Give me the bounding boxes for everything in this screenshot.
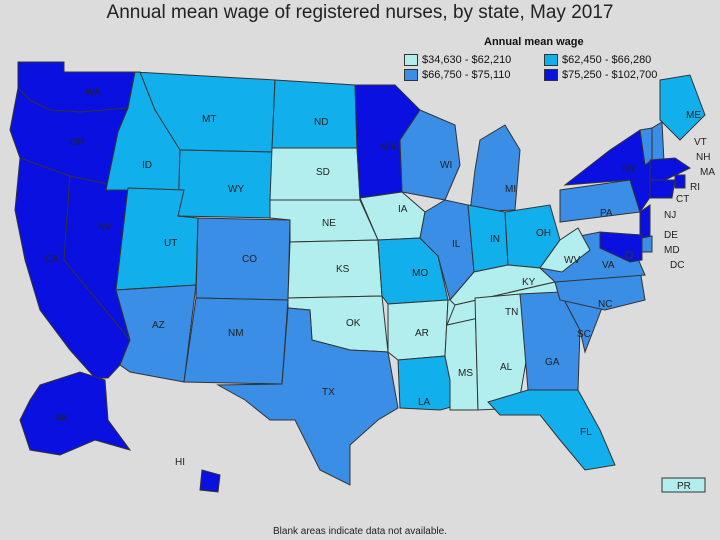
state-me [659,74,706,141]
state-label-id: ID [142,160,152,171]
state-in [467,204,509,273]
state-label-sd: SD [316,167,330,178]
state-label-ca: CA [45,254,59,265]
state-label-ak: AK [55,413,69,424]
state-fl [487,389,616,471]
state-label-mi: MI [505,184,516,195]
state-label-nv: NV [98,222,112,233]
legend-swatch [404,69,418,81]
state-label-va: VA [602,260,615,271]
state-az [115,284,197,383]
state-label-sc: SC [577,329,591,340]
state-label-ma: MA [700,167,715,178]
state-pr [661,477,706,493]
state-label-wa: WA [85,87,101,98]
state-label-mn: MN [380,142,396,153]
state-label-ct: CT [676,194,689,205]
state-label-ms: MS [458,368,473,379]
state-label-ky: KY [522,277,536,288]
state-label-wv: WV [564,255,580,266]
state-label-ok: OK [346,318,361,329]
state-label-nd: ND [314,117,328,128]
state-label-ks: KS [336,264,350,275]
state-wv [539,227,591,273]
state-label-mt: MT [202,114,216,125]
state-label-oh: OH [536,228,551,239]
state-dc [625,251,633,259]
legend-label: $66,750 - $75,110 [422,69,511,81]
state-label-md: MD [664,245,680,256]
state-label-ri: RI [690,182,700,193]
state-label-hi: HI [175,457,185,468]
state-mi [469,124,521,213]
state-ak [19,371,132,456]
state-label-wi: WI [440,160,452,171]
legend: Annual mean wage $34,630 - $62,210 $62,4… [404,36,674,81]
state-label-dc: DC [670,260,684,271]
state-label-ny: NY [622,164,636,175]
state-label-or: OR [70,137,85,148]
state-label-vt: VT [694,137,707,148]
state-label-pa: PA [600,208,613,219]
legend-swatch [544,54,558,66]
legend-item-tier-4: $75,250 - $102,700 [544,69,674,81]
legend-label: $34,630 - $62,210 [422,54,512,66]
legend-title: Annual mean wage [484,36,584,48]
state-ma [649,157,692,181]
state-ct [649,179,676,199]
state-label-nh: NH [696,152,710,163]
state-label-ga: GA [545,357,560,368]
state-al [474,293,529,411]
state-label-in: IN [490,234,500,245]
footnote: Blank areas indicate data not available. [272,526,447,537]
state-wy [177,149,273,219]
state-label-ar: AR [415,328,429,339]
state-tx [216,307,399,486]
state-label-al: AL [500,362,513,373]
legend-swatch [404,54,418,66]
state-label-wy: WY [228,184,244,195]
state-label-ia: IA [398,204,408,215]
state-sd [269,147,361,201]
state-label-nc: NC [598,299,612,310]
state-label-tn: TN [505,307,518,318]
state-label-me: ME [686,110,701,121]
state-nm [183,297,289,385]
state-label-ne: NE [322,218,336,229]
state-ga [519,291,581,391]
state-label-nj: NJ [664,210,676,221]
state-label-ut: UT [164,238,177,249]
state-nd [271,79,358,149]
state-label-co: CO [242,254,257,265]
state-label-mo: MO [412,268,428,279]
legend-item-tier-3: $66,750 - $75,110 [404,69,544,81]
legend-label: $62,450 - $66,280 [562,54,652,66]
legend-swatch [544,69,558,81]
state-label-az: AZ [152,320,165,331]
state-label-tx: TX [322,387,335,398]
legend-item-tier-1: $34,630 - $62,210 [404,54,544,66]
state-de [641,235,653,253]
state-label-de: DE [664,230,678,241]
state-label-fl: FL [580,427,592,438]
legend-label: $75,250 - $102,700 [562,69,658,81]
state-label-pr: PR [677,481,691,492]
state-hi [199,469,221,493]
state-label-nm: NM [228,328,244,339]
state-wi [399,109,461,201]
state-ks [287,239,383,299]
legend-item-tier-2: $62,450 - $66,280 [544,54,674,66]
state-ri [674,174,686,189]
state-label-la: LA [418,397,431,408]
state-label-il: IL [452,239,461,250]
map-title: Annual mean wage of registered nurses, b… [106,2,614,23]
